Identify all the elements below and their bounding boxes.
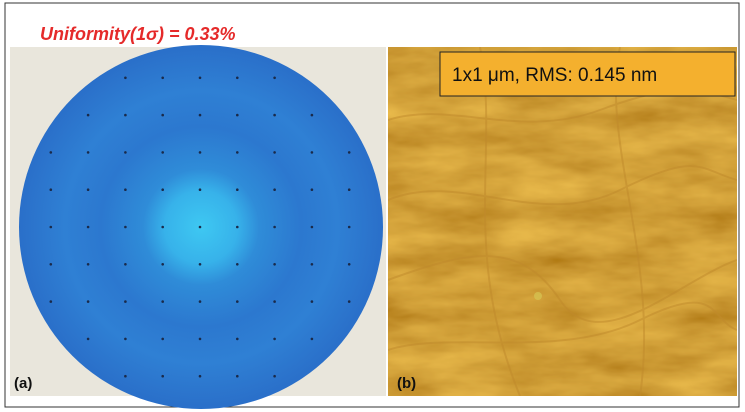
measurement-point (49, 263, 53, 266)
measurement-point (86, 225, 90, 229)
measurement-point (49, 300, 53, 303)
measurement-point (347, 151, 351, 154)
measurement-point (310, 188, 314, 191)
measurement-point (198, 113, 202, 117)
measurement-point (236, 76, 239, 80)
measurement-point (273, 225, 276, 229)
measurement-point (198, 188, 202, 191)
measurement-point (86, 337, 90, 341)
measurement-point (273, 374, 276, 378)
measurement-point (86, 300, 90, 303)
measurement-point (236, 337, 239, 341)
measurement-point (236, 151, 239, 154)
frame (4, 2, 740, 408)
panel-label: (a) (14, 375, 32, 392)
measurement-point (124, 300, 127, 303)
measurement-point (49, 225, 53, 229)
measurement-point (198, 263, 202, 266)
measurement-point (161, 263, 164, 266)
measurement-point (161, 113, 164, 117)
measurement-point (198, 151, 202, 154)
measurement-point (161, 188, 164, 191)
annotation: 1x1 μm, RMS: 0.145 nm (452, 65, 657, 86)
measurement-point (273, 300, 276, 303)
measurement-point (124, 374, 127, 378)
measurement-point (273, 76, 276, 80)
measurement-point (161, 374, 164, 378)
panel-label: (b) (397, 375, 416, 392)
measurement-point (236, 113, 239, 117)
measurement-point (236, 263, 239, 266)
measurement-point (124, 151, 127, 154)
measurement-point (161, 151, 164, 154)
measurement-point (86, 151, 90, 154)
measurement-point (198, 76, 202, 80)
measurement-point (124, 76, 127, 80)
measurement-point (124, 263, 127, 266)
measurement-point (310, 337, 314, 341)
measurement-point (124, 188, 127, 191)
measurement-point (236, 225, 239, 229)
measurement-point (124, 337, 127, 341)
measurement-point (124, 225, 127, 229)
measurement-point (273, 263, 276, 266)
measurement-point (86, 113, 90, 117)
measurement-point (347, 300, 351, 303)
measurement-point (124, 113, 127, 117)
measurement-point (161, 225, 164, 229)
measurement-point (161, 76, 164, 80)
measurement-point (310, 225, 314, 229)
measurement-point (310, 151, 314, 154)
measurement-point (310, 263, 314, 266)
measurement-point (161, 300, 164, 303)
measurement-point (347, 225, 351, 229)
afm-image (388, 47, 737, 396)
measurement-point (86, 263, 90, 266)
measurement-point (198, 374, 202, 378)
measurement-point (273, 151, 276, 154)
measurement-point (49, 151, 53, 154)
measurement-point (273, 337, 276, 341)
measurement-point (86, 188, 90, 191)
measurement-point (49, 188, 53, 191)
measurement-points (49, 76, 351, 378)
measurement-point (161, 337, 164, 341)
measurement-point (198, 225, 202, 229)
measurement-point (310, 113, 314, 117)
measurement-point (310, 300, 314, 303)
measurement-point (347, 188, 351, 191)
measurement-point (198, 300, 202, 303)
measurement-point (273, 113, 276, 117)
measurement-point (236, 300, 239, 303)
measurement-point (236, 374, 239, 378)
measurement-point (236, 188, 239, 191)
annotation-box (439, 51, 736, 97)
measurement-point (273, 188, 276, 191)
measurement-point (347, 263, 351, 266)
panel-title: Uniformity(1σ) = 0.33% (40, 24, 236, 44)
measurement-point (198, 337, 202, 341)
